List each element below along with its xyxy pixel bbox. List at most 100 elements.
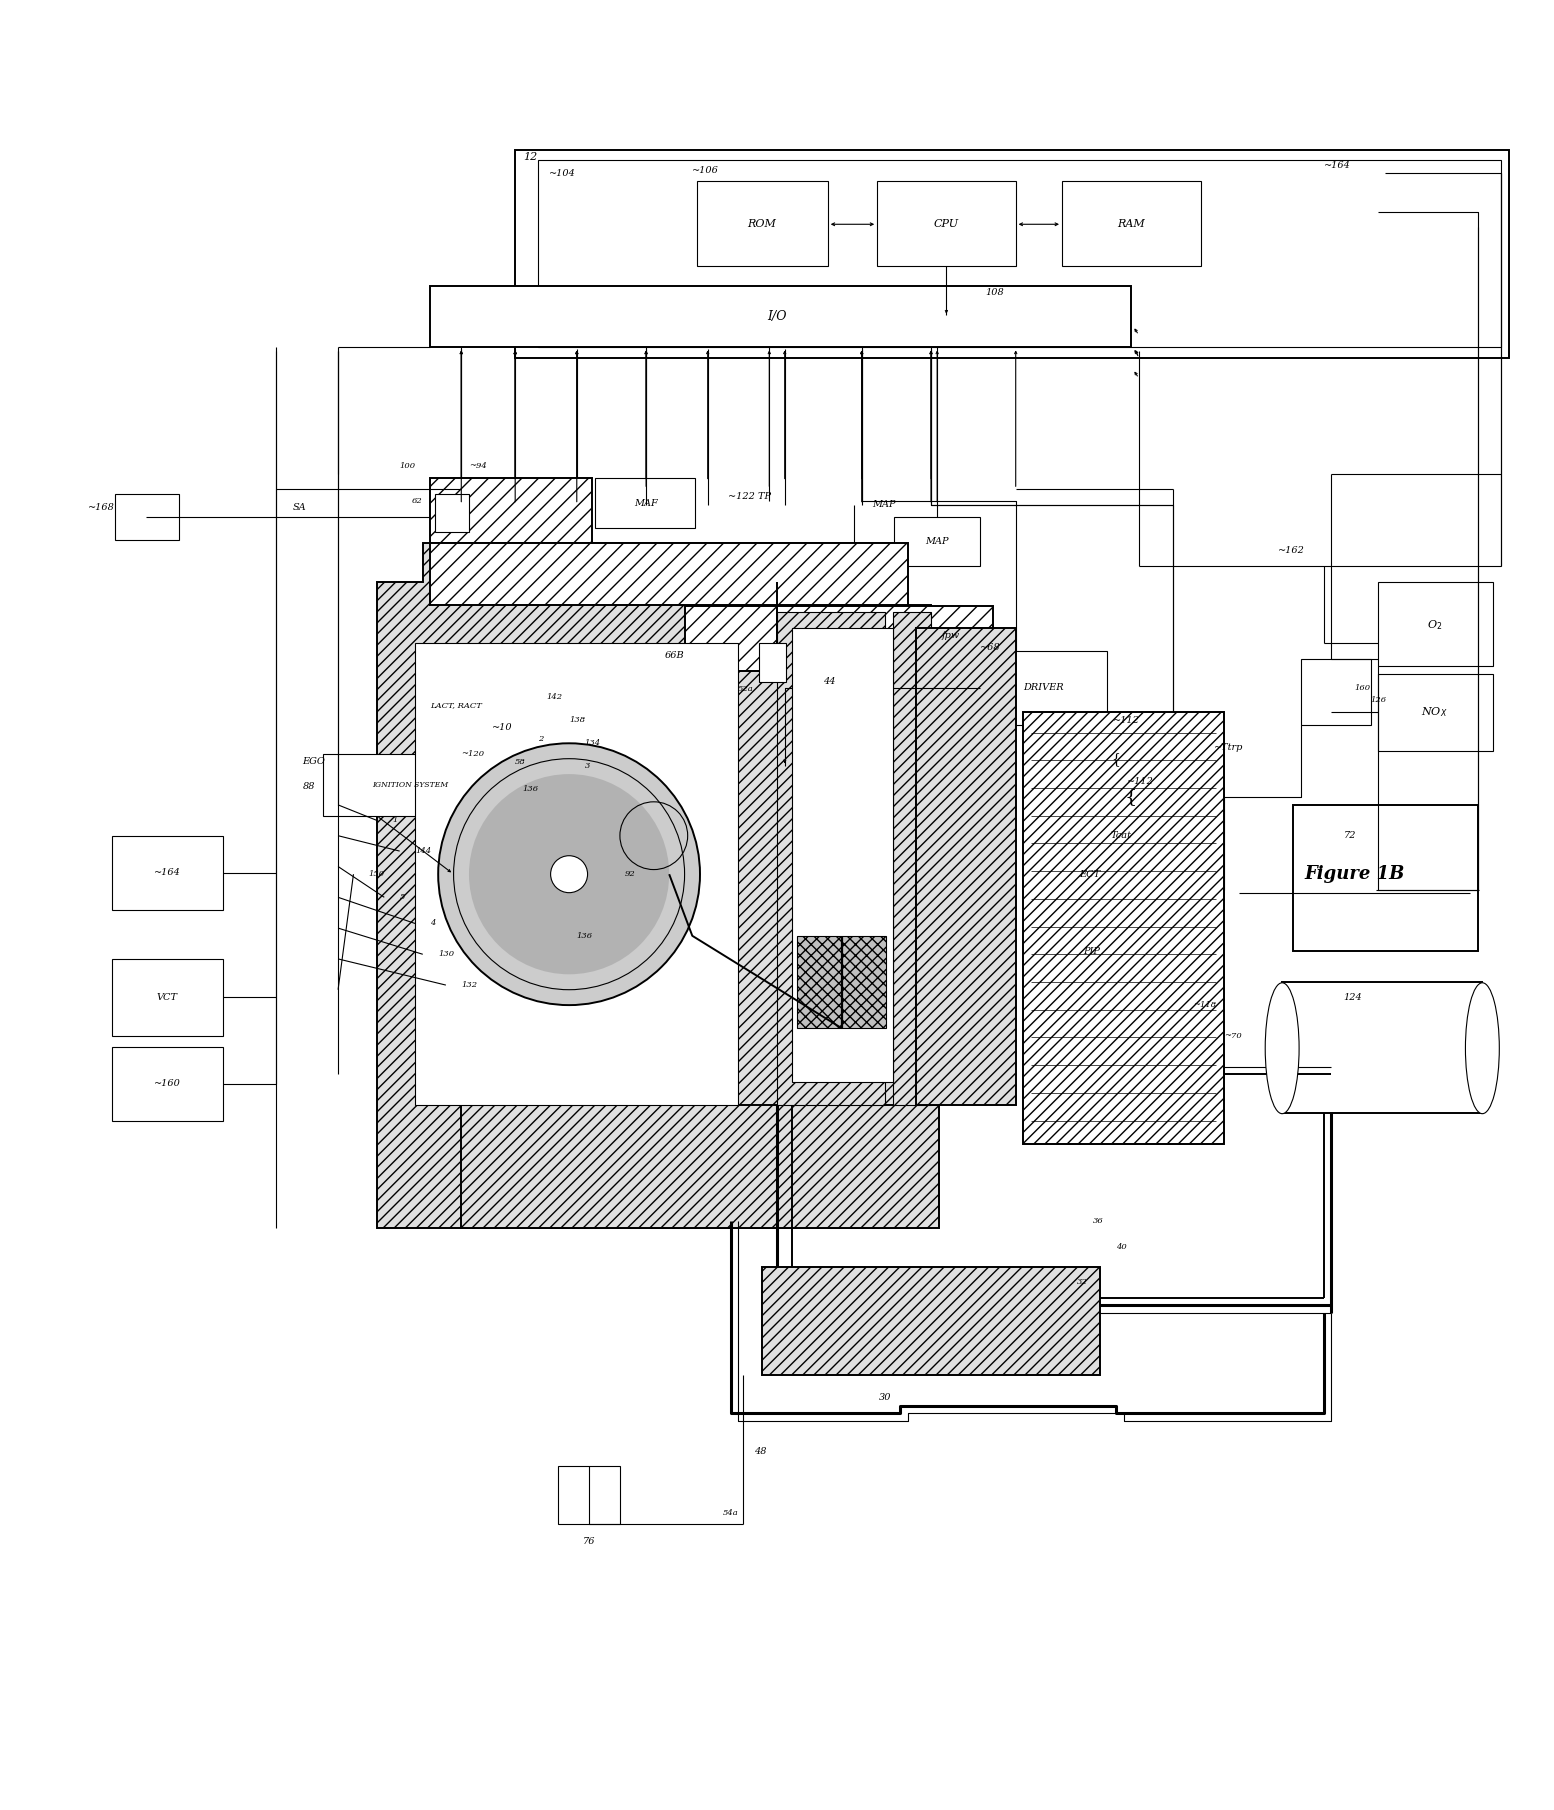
Text: ~164: ~164 bbox=[154, 869, 180, 878]
Bar bbox=[892, 612, 931, 1106]
Text: 48: 48 bbox=[754, 1448, 766, 1457]
Bar bbox=[1378, 581, 1493, 666]
Text: 36: 36 bbox=[1092, 1216, 1103, 1225]
Text: 88: 88 bbox=[303, 782, 315, 791]
Bar bbox=[685, 606, 993, 672]
Text: 44: 44 bbox=[824, 677, 836, 686]
Bar bbox=[415, 643, 738, 1106]
Bar bbox=[430, 543, 908, 605]
Bar bbox=[595, 478, 695, 529]
Text: 150: 150 bbox=[368, 871, 385, 878]
Bar bbox=[435, 494, 469, 532]
Text: 100: 100 bbox=[399, 462, 415, 471]
Text: ~160: ~160 bbox=[154, 1079, 180, 1088]
Text: 138: 138 bbox=[569, 717, 586, 724]
Bar bbox=[112, 836, 222, 910]
Text: 62: 62 bbox=[412, 498, 423, 505]
Text: ~112: ~112 bbox=[1113, 715, 1141, 724]
Text: 76: 76 bbox=[583, 1537, 595, 1546]
Text: 134: 134 bbox=[584, 738, 600, 748]
Text: 132: 132 bbox=[462, 981, 477, 988]
Text: Tcat: Tcat bbox=[1110, 831, 1131, 840]
Polygon shape bbox=[376, 543, 931, 1229]
Bar bbox=[876, 181, 1016, 266]
Circle shape bbox=[550, 856, 587, 892]
Text: MAF: MAF bbox=[634, 498, 657, 507]
Text: 32: 32 bbox=[1077, 1278, 1088, 1287]
Text: MAP: MAP bbox=[872, 500, 895, 509]
Text: 92: 92 bbox=[625, 871, 636, 878]
Text: 54a: 54a bbox=[723, 1510, 738, 1517]
Text: 12: 12 bbox=[522, 152, 538, 161]
Text: 136: 136 bbox=[577, 932, 592, 939]
Bar bbox=[797, 936, 886, 1028]
Text: EGO: EGO bbox=[303, 757, 325, 766]
Text: DRIVER: DRIVER bbox=[1023, 684, 1064, 693]
Text: IGNITION SYSTEM: IGNITION SYSTEM bbox=[373, 780, 449, 789]
Bar bbox=[1024, 713, 1223, 1144]
Bar bbox=[1378, 673, 1493, 751]
Text: PIP: PIP bbox=[1083, 947, 1100, 956]
Text: 58: 58 bbox=[516, 758, 525, 766]
Bar bbox=[323, 755, 500, 816]
Text: ~104: ~104 bbox=[549, 168, 577, 177]
Text: ~68: ~68 bbox=[981, 643, 1001, 652]
Bar bbox=[558, 1466, 620, 1524]
Text: ~94: ~94 bbox=[469, 462, 486, 471]
Text: ~120: ~120 bbox=[462, 749, 485, 758]
Bar bbox=[1131, 849, 1215, 898]
Text: 108: 108 bbox=[985, 288, 1004, 297]
Text: 126: 126 bbox=[1371, 697, 1386, 704]
Text: MAP: MAP bbox=[926, 538, 949, 547]
Text: 4: 4 bbox=[430, 919, 435, 927]
Ellipse shape bbox=[1265, 983, 1299, 1113]
Text: NO$_X$: NO$_X$ bbox=[1422, 706, 1448, 719]
Text: 130: 130 bbox=[438, 950, 454, 957]
Text: 3: 3 bbox=[584, 762, 591, 771]
Text: 66B: 66B bbox=[665, 652, 685, 661]
Text: RAM: RAM bbox=[1117, 219, 1145, 230]
Bar bbox=[758, 643, 786, 682]
Bar bbox=[430, 478, 592, 543]
Bar bbox=[1131, 925, 1215, 974]
Text: LACT, RACT: LACT, RACT bbox=[430, 700, 482, 710]
Bar bbox=[915, 628, 1016, 1106]
Circle shape bbox=[438, 744, 699, 1005]
Text: 72: 72 bbox=[1344, 831, 1357, 840]
Text: Figure 1B: Figure 1B bbox=[1304, 865, 1405, 883]
Text: 144: 144 bbox=[415, 847, 430, 854]
Ellipse shape bbox=[1465, 983, 1500, 1113]
Bar bbox=[777, 612, 884, 1106]
Bar bbox=[981, 652, 1106, 724]
Text: ~Ttrp: ~Ttrp bbox=[1214, 744, 1243, 753]
Text: ~162: ~162 bbox=[1277, 547, 1304, 556]
Bar bbox=[793, 628, 892, 1082]
Text: ~70: ~70 bbox=[1223, 1032, 1242, 1041]
Text: {: { bbox=[1125, 787, 1138, 805]
Bar bbox=[462, 1106, 939, 1229]
Text: I/O: I/O bbox=[768, 310, 786, 324]
Bar bbox=[112, 1046, 222, 1120]
Text: ECT: ECT bbox=[1080, 869, 1100, 878]
Text: ~168: ~168 bbox=[89, 503, 115, 512]
Text: O$_2$: O$_2$ bbox=[1427, 617, 1442, 632]
Text: 124: 124 bbox=[1344, 994, 1363, 1003]
Bar bbox=[1024, 713, 1223, 1144]
Text: ~122 TP: ~122 TP bbox=[727, 492, 771, 501]
Text: fpw: fpw bbox=[942, 632, 960, 641]
Text: {: { bbox=[1111, 751, 1120, 766]
Text: SA: SA bbox=[292, 503, 306, 512]
Bar bbox=[1061, 181, 1201, 266]
Bar bbox=[115, 494, 179, 539]
Bar bbox=[516, 150, 1509, 358]
Bar bbox=[430, 286, 1131, 348]
Text: 5: 5 bbox=[399, 894, 406, 901]
Text: ~10: ~10 bbox=[493, 724, 513, 733]
Text: ~118: ~118 bbox=[1193, 1001, 1215, 1010]
Text: VCT: VCT bbox=[157, 994, 177, 1003]
Bar bbox=[761, 1267, 1100, 1376]
Bar bbox=[696, 181, 828, 266]
Text: ~112: ~112 bbox=[1128, 776, 1155, 786]
Circle shape bbox=[469, 775, 670, 974]
Text: 2: 2 bbox=[538, 735, 544, 742]
